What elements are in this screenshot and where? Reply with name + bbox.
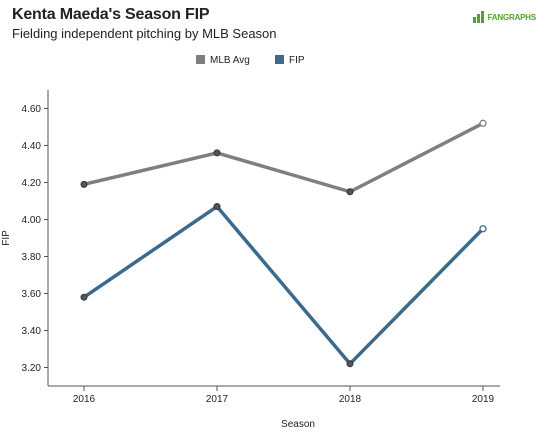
y-tick-label: 3.20 [22, 363, 42, 374]
legend-item-mlb-avg[interactable]: MLB Avg [196, 55, 250, 66]
chart-legend: MLB Avg FIP [196, 55, 305, 66]
y-tick-label: 3.60 [22, 289, 42, 300]
y-axis-title: FIP [1, 230, 12, 246]
fangraphs-logo: FANGRAPHS [472, 10, 537, 24]
x-tick-label: 2017 [206, 394, 229, 405]
data-point-fip[interactable] [346, 360, 354, 368]
y-tick-label: 3.40 [22, 326, 42, 337]
y-tick-label: 4.40 [22, 141, 42, 152]
data-point-fip[interactable] [213, 203, 221, 211]
x-axis-title: Season [281, 419, 315, 430]
x-tick-label: 2016 [73, 394, 96, 405]
chart-subtitle: Fielding independent pitching by MLB Sea… [12, 26, 277, 41]
data-point-mlb-avg[interactable] [213, 149, 221, 157]
data-point-mlb-avg[interactable] [80, 180, 88, 188]
series-line-fip [82, 204, 485, 366]
data-point-mlb-avg[interactable] [346, 188, 354, 196]
legend-item-fip[interactable]: FIP [275, 55, 305, 66]
fangraphs-logo-text: FANGRAPHS [487, 12, 537, 22]
legend-label-mlb-avg: MLB Avg [210, 55, 250, 66]
legend-label-fip: FIP [289, 55, 305, 66]
data-point-mlb-avg[interactable] [479, 119, 487, 127]
y-tick-label: 4.00 [22, 215, 42, 226]
x-tick-label: 2018 [339, 394, 362, 405]
legend-swatch-mlb-avg [196, 55, 205, 64]
series-line-mlb-avg [82, 121, 485, 194]
y-tick-label: 4.20 [22, 178, 42, 189]
data-point-fip[interactable] [479, 225, 487, 233]
legend-swatch-fip [275, 55, 284, 64]
y-tick-label: 3.80 [22, 252, 42, 263]
data-point-fip[interactable] [80, 293, 88, 301]
fangraphs-logo-icon [472, 11, 484, 23]
y-tick-label: 4.60 [22, 104, 42, 115]
x-tick-label: 2019 [472, 394, 495, 405]
chart-title: Kenta Maeda's Season FIP [12, 6, 210, 23]
